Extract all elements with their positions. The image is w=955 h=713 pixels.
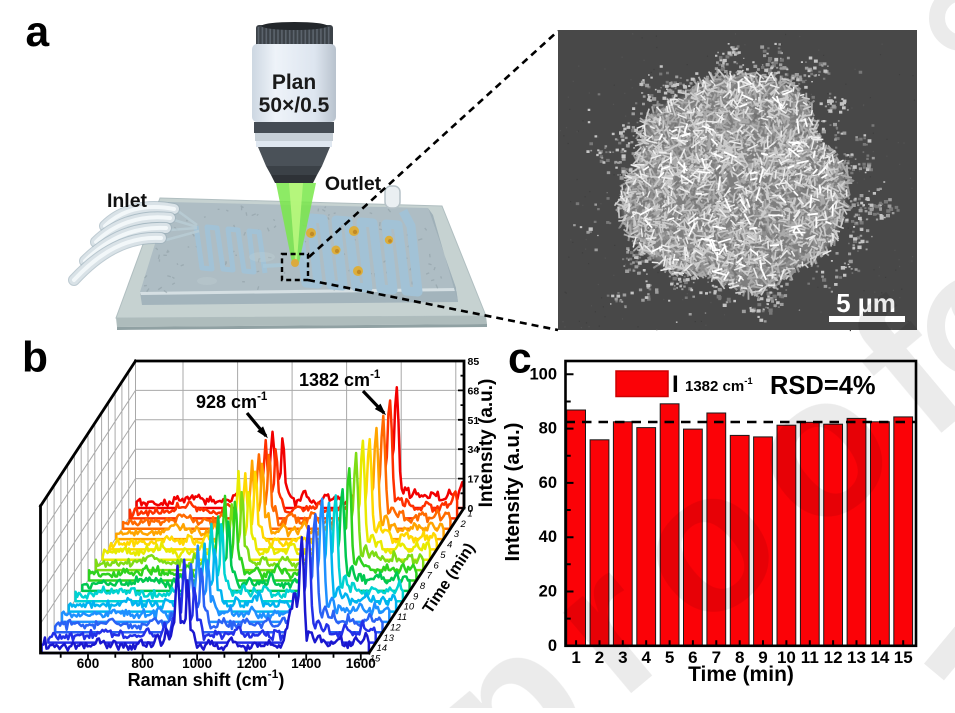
svg-text:600: 600 xyxy=(77,656,100,671)
svg-text:80: 80 xyxy=(539,420,557,438)
svg-text:40: 40 xyxy=(539,528,557,546)
svg-text:13: 13 xyxy=(847,648,866,667)
svg-text:60: 60 xyxy=(539,474,557,492)
svg-text:b: b xyxy=(22,335,48,382)
svg-text:5 µm: 5 µm xyxy=(836,288,896,318)
svg-text:8: 8 xyxy=(420,581,426,592)
svg-text:2: 2 xyxy=(595,648,604,667)
svg-text:4: 4 xyxy=(641,648,651,667)
svg-text:1: 1 xyxy=(467,509,472,520)
svg-text:Outlet: Outlet xyxy=(325,173,382,195)
svg-text:5: 5 xyxy=(440,550,446,561)
svg-text:5: 5 xyxy=(665,648,674,667)
svg-text:0: 0 xyxy=(548,637,557,655)
svg-text:12: 12 xyxy=(824,648,843,667)
svg-text:51: 51 xyxy=(468,415,480,427)
svg-text:3: 3 xyxy=(618,648,627,667)
svg-text:9: 9 xyxy=(758,648,767,667)
svg-text:11: 11 xyxy=(397,612,407,623)
svg-text:17: 17 xyxy=(468,474,480,486)
svg-text:10: 10 xyxy=(777,648,796,667)
svg-text:7: 7 xyxy=(712,648,721,667)
svg-text:1000: 1000 xyxy=(182,656,212,671)
svg-text:Intensity (a.u.): Intensity (a.u.) xyxy=(476,379,497,508)
svg-text:7: 7 xyxy=(427,571,433,582)
svg-text:Intensity (a.u.): Intensity (a.u.) xyxy=(501,423,524,562)
svg-text:50×/0.5: 50×/0.5 xyxy=(259,94,330,117)
svg-text:I: I xyxy=(672,371,679,398)
svg-text:Inlet: Inlet xyxy=(107,190,148,212)
svg-text:15: 15 xyxy=(370,654,381,665)
svg-text:1382 cm-1: 1382 cm-1 xyxy=(685,376,753,395)
svg-text:11: 11 xyxy=(801,648,819,667)
svg-text:Plan: Plan xyxy=(272,71,316,94)
svg-text:RSD=4%: RSD=4% xyxy=(770,372,876,400)
svg-text:85: 85 xyxy=(468,356,480,368)
svg-text:1200: 1200 xyxy=(237,656,267,671)
svg-text:Raman shift (cm-1): Raman shift (cm-1) xyxy=(128,667,285,690)
svg-text:20: 20 xyxy=(539,583,557,601)
svg-text:8: 8 xyxy=(735,648,744,667)
svg-text:68: 68 xyxy=(468,385,480,397)
svg-text:13: 13 xyxy=(383,633,394,644)
svg-text:2: 2 xyxy=(460,519,467,530)
svg-text:12: 12 xyxy=(390,622,401,633)
svg-text:6: 6 xyxy=(688,648,697,667)
svg-text:928 cm-1: 928 cm-1 xyxy=(196,391,268,412)
svg-text:6: 6 xyxy=(433,560,439,571)
svg-text:3: 3 xyxy=(454,529,460,540)
svg-text:0: 0 xyxy=(468,503,474,515)
svg-text:c: c xyxy=(508,335,532,382)
svg-text:4: 4 xyxy=(447,540,452,551)
svg-text:34: 34 xyxy=(468,444,480,456)
svg-text:a: a xyxy=(26,9,50,56)
svg-text:Time (min): Time (min) xyxy=(688,663,794,686)
svg-text:1: 1 xyxy=(571,648,580,667)
svg-text:1400: 1400 xyxy=(291,656,321,671)
svg-text:15: 15 xyxy=(894,648,913,667)
svg-text:10: 10 xyxy=(404,602,415,613)
svg-text:100: 100 xyxy=(529,365,557,383)
svg-text:14: 14 xyxy=(870,648,889,667)
svg-text:800: 800 xyxy=(131,656,154,671)
svg-text:9: 9 xyxy=(413,591,419,602)
svg-text:1382 cm-1: 1382 cm-1 xyxy=(299,369,381,390)
svg-text:14: 14 xyxy=(377,643,388,654)
svg-text:1600: 1600 xyxy=(346,656,376,671)
